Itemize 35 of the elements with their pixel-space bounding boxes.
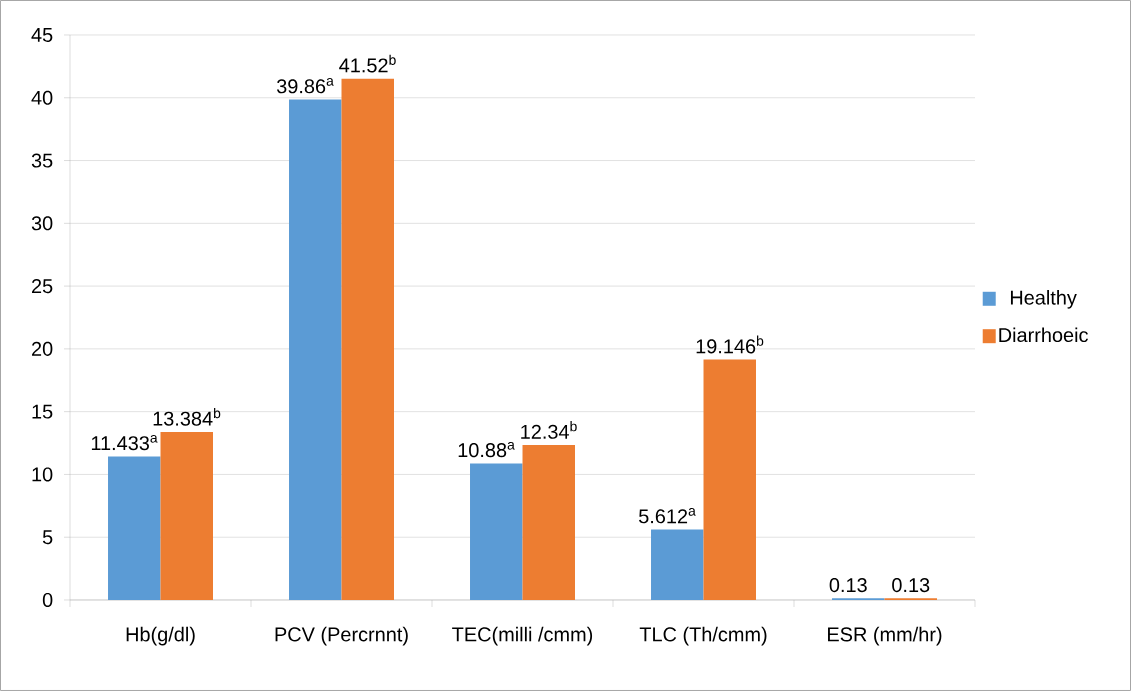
y-tick-label: 0 [42,592,53,608]
y-tick-label: 30 [31,216,53,231]
y-tick-label: 20 [32,341,53,356]
x-tick-label: TLC (Th/cmm) [639,626,767,646]
data-label: 19.146$^{b}$ [696,335,764,354]
y-tick-label: 45 [31,28,53,42]
data-label: 11.433$^{a}$ [91,435,158,451]
data-label: 0.13 [829,578,867,593]
bar [341,78,394,600]
bar [160,431,213,600]
bar [108,456,161,600]
bar [651,529,704,600]
x-tick-label: ESR (mm/hr) [828,626,942,646]
bar [703,359,756,600]
data-label: 39.86$^{a}$ [276,78,334,94]
bar [522,445,575,600]
y-tick-label: 5 [42,530,53,545]
legend-label: Diarrhoeic [999,327,1088,343]
y-tick-label: 10 [32,467,53,482]
data-label: 13.384$^{b}$ [153,407,221,426]
y-tick-label: 25 [32,279,53,294]
data-label: 5.612$^{a}$ [639,508,696,524]
legend-label: Healthy [1010,290,1077,309]
bar [289,99,342,600]
data-label: 41.52$^{b}$ [339,54,396,73]
data-label: 12.34$^{b}$ [521,421,577,439]
y-tick-label: 35 [31,153,53,168]
data-label: 0.13 [892,578,930,593]
y-tick-label: 40 [31,90,53,105]
x-tick-label: PCV (Percrnnt) [275,626,408,646]
x-tick-label: Hb(g/dl) [126,626,195,646]
x-tick-label: TEC(milli /cmm) [452,626,593,646]
data-label: 10.88$^{a}$ [458,441,515,458]
bar [470,463,523,600]
y-tick-label: 15 [32,404,53,419]
